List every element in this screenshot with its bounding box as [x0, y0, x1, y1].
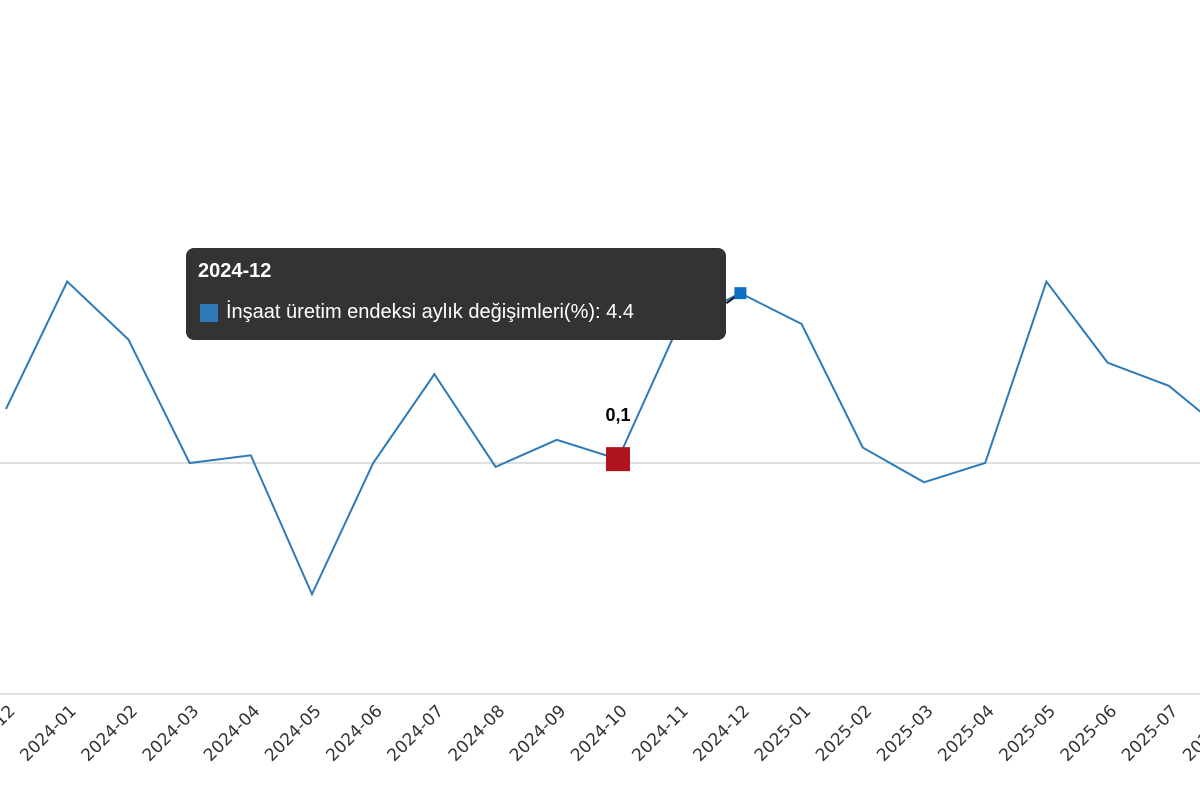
data-point[interactable] [490, 461, 502, 473]
x-tick-label: 2024-10 [567, 701, 631, 765]
tooltip-value: İnşaat üretim endeksi aylık değişimleri(… [226, 301, 634, 323]
highlight-marker[interactable] [606, 447, 630, 472]
x-tick-label: 2024-02 [78, 701, 142, 765]
x-tick-label: 2025-07 [1118, 701, 1182, 765]
data-point[interactable] [979, 457, 991, 469]
x-tick-label: 2024-11 [628, 701, 692, 765]
data-point[interactable] [428, 368, 440, 380]
data-point[interactable] [184, 457, 196, 469]
x-tick-label: 2024-01 [16, 701, 80, 765]
data-point[interactable] [1040, 276, 1052, 288]
x-tick-label: 2025-05 [996, 701, 1060, 765]
tooltip: 2024-12 İnşaat üretim endeksi aylık deği… [186, 248, 726, 340]
data-point[interactable] [918, 476, 930, 488]
data-point[interactable] [245, 449, 257, 461]
series-swatch-icon [200, 303, 218, 322]
x-tick-label: 2024-05 [261, 701, 325, 765]
highlight-label: 0,1 [605, 405, 630, 425]
x-tick-label: 2024-04 [200, 701, 264, 765]
data-point[interactable] [857, 442, 869, 454]
x-tick-label: 2024-03 [139, 701, 203, 765]
data-point[interactable] [306, 588, 318, 600]
x-tick-label: 2024-08 [445, 701, 509, 765]
data-point[interactable] [367, 457, 379, 469]
x-tick-label: 2024-06 [322, 701, 386, 765]
x-tick-label: 2025-03 [873, 701, 937, 765]
x-tick-label: 2025-08 [1179, 701, 1200, 765]
x-tick-label: 2024-09 [506, 701, 570, 765]
x-tick-label: 2024-12 [690, 701, 754, 765]
x-tick-label: 2025-06 [1057, 701, 1121, 765]
data-point[interactable] [551, 434, 563, 446]
data-point[interactable] [0, 403, 12, 415]
hover-marker[interactable] [734, 287, 747, 300]
data-point[interactable] [122, 333, 134, 345]
x-tick-label: 2025-01 [751, 701, 815, 765]
x-tick-label: 2025-04 [934, 701, 998, 765]
tooltip-title: 2024-12 [198, 260, 272, 282]
data-point[interactable] [796, 318, 808, 330]
x-tick-label: 2024-07 [384, 701, 448, 765]
x-tick-label: 2023-12 [0, 701, 20, 765]
data-point[interactable] [1102, 357, 1114, 369]
data-point[interactable] [61, 276, 73, 288]
data-point[interactable] [1163, 380, 1175, 392]
x-tick-label: 2025-02 [812, 701, 876, 765]
